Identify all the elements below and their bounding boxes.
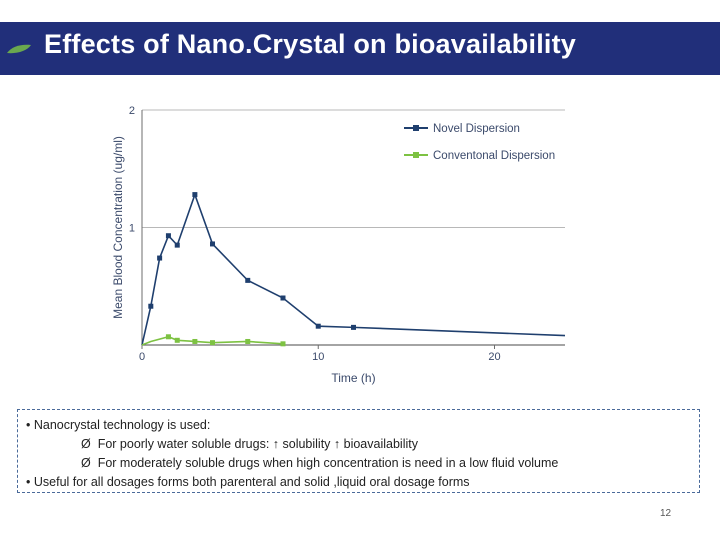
data-point: [174, 242, 180, 248]
x-axis-label: Time (h): [331, 371, 375, 385]
series-layer: [141, 192, 566, 347]
slide-title: Effects of Nano.Crystal on bioavailabili…: [44, 29, 577, 59]
data-point: [165, 334, 171, 340]
sub-bullet-item: Ø For moderately soluble drugs when high…: [26, 454, 691, 473]
page-number: 12: [660, 508, 672, 519]
title-bar: Effects of Nano.Crystal on bioavailabili…: [0, 22, 720, 75]
y-tick-label: 2: [129, 105, 135, 117]
legend-label: Conventonal Dispersion: [433, 150, 555, 162]
data-point: [210, 340, 215, 346]
data-point: [280, 341, 286, 347]
bullet-text: For moderately soluble drugs when high c…: [97, 456, 559, 470]
data-point: [157, 255, 163, 261]
bullet-marker: •: [26, 418, 31, 432]
x-tick-label: 20: [488, 351, 500, 363]
legend-marker: [413, 125, 419, 131]
chart-legend: Novel Dispersion Conventonal Dispersion: [404, 123, 555, 162]
bullet-item: • Useful for all dosages forms both pare…: [26, 473, 691, 492]
legend-marker: [413, 152, 419, 158]
y-axis-label: Mean Blood Concentration (ug/ml): [111, 136, 125, 319]
data-point: [165, 233, 171, 239]
arrow-bullet-icon: Ø: [81, 437, 91, 451]
series-conventonal-dispersion: [141, 334, 286, 347]
data-point: [351, 324, 356, 330]
chart-grid: [142, 109, 565, 228]
leaf-icon: [7, 44, 31, 54]
bullet-item: • Nanocrystal technology is used:: [26, 416, 691, 435]
data-point: [148, 303, 154, 309]
x-tick-label: 10: [312, 351, 324, 363]
bullet-marker: •: [26, 475, 31, 489]
bullet-text: For poorly water soluble drugs: ↑ solubi…: [97, 437, 418, 451]
bullet-box: • Nanocrystal technology is used: Ø For …: [17, 409, 700, 493]
data-point: [174, 337, 180, 343]
data-point: [245, 338, 251, 344]
bullet-text: Useful for all dosages forms both parent…: [33, 475, 470, 489]
data-point: [315, 323, 321, 329]
y-tick-labels: 12: [129, 105, 135, 235]
series-novel-dispersion: [141, 192, 566, 346]
bullet-text: Nanocrystal technology is used:: [33, 418, 211, 432]
x-tick-labels: 0 10 20: [139, 345, 501, 363]
series-line: [141, 192, 566, 346]
data-point: [245, 277, 251, 283]
concentration-chart: 12 0 10 20 Mean Blood Concentration (ug/ml…: [111, 105, 566, 385]
sub-bullet-item: Ø For poorly water soluble drugs: ↑ solu…: [26, 435, 691, 454]
data-point: [192, 192, 198, 198]
arrow-bullet-icon: Ø: [81, 456, 91, 470]
data-point: [280, 295, 286, 301]
data-point: [192, 338, 198, 344]
x-tick-label: 0: [139, 351, 145, 363]
data-point: [210, 241, 215, 247]
legend-label: Novel Dispersion: [433, 123, 520, 135]
y-tick-label: 1: [129, 223, 135, 235]
series-line: [141, 335, 284, 346]
